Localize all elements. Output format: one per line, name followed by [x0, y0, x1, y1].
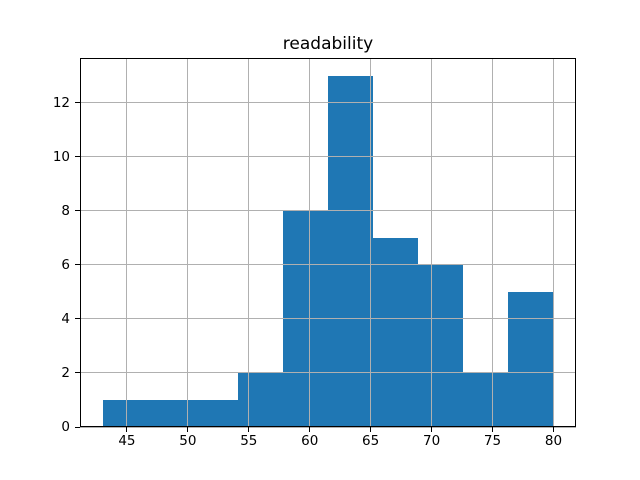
- x-axis-tick-label: 65: [362, 433, 380, 449]
- histogram-bar: [102, 399, 148, 427]
- x-axis-tick-label: 45: [118, 433, 136, 449]
- histogram-bar: [373, 237, 419, 427]
- histogram-bar: [237, 372, 283, 427]
- histogram-bar: [192, 399, 238, 427]
- histogram-bar: [147, 399, 193, 427]
- y-axis-tick: [75, 264, 80, 266]
- x-axis-tick: [552, 427, 554, 432]
- histogram-bar: [463, 372, 509, 427]
- y-axis-tick-label: 4: [61, 310, 70, 327]
- gridline-horizontal: [80, 210, 576, 212]
- x-axis-tick-label: 60: [301, 433, 319, 449]
- x-axis-tick: [248, 427, 250, 432]
- x-axis-tick: [370, 427, 372, 432]
- gridline-horizontal: [80, 372, 576, 374]
- histogram-bar: [418, 264, 464, 427]
- gridline-vertical: [248, 58, 250, 427]
- gridline-horizontal: [80, 264, 576, 266]
- y-axis-tick: [75, 426, 80, 428]
- gridline-vertical: [431, 58, 433, 427]
- y-axis-tick: [75, 102, 80, 104]
- x-axis-tick-label: 55: [240, 433, 258, 449]
- y-axis-tick: [75, 372, 80, 374]
- x-axis-tick: [431, 427, 433, 432]
- gridline-horizontal: [80, 318, 576, 320]
- grid-layer: [80, 58, 576, 428]
- plot-area-border: [80, 58, 576, 427]
- x-axis-tick: [187, 427, 189, 432]
- gridline-vertical: [552, 58, 554, 427]
- y-axis-tick-label: 8: [61, 202, 70, 219]
- gridline-vertical: [309, 58, 311, 427]
- y-axis-tick: [75, 318, 80, 320]
- x-axis-tick: [309, 427, 311, 432]
- y-axis-tick-label: 12: [52, 94, 70, 111]
- chart-title: readability: [282, 34, 374, 54]
- x-axis-tick: [492, 427, 494, 432]
- y-axis-tick: [75, 156, 80, 158]
- x-axis-tick-label: 70: [422, 433, 441, 449]
- y-axis-tick-label: 2: [61, 364, 70, 381]
- x-axis-tick-label: 80: [544, 433, 563, 449]
- y-axis-tick-label: 10: [52, 148, 70, 165]
- x-axis-tick: [126, 427, 128, 432]
- y-axis-tick-label: 6: [61, 256, 70, 273]
- gridline-vertical: [370, 58, 372, 427]
- y-axis-tick: [75, 210, 80, 212]
- x-axis-tick-label: 50: [179, 433, 197, 449]
- gridline-vertical: [126, 58, 128, 427]
- gridline-horizontal: [80, 426, 576, 428]
- y-axis-tick-label: 0: [61, 419, 70, 435]
- gridline-vertical: [492, 58, 494, 427]
- gridline-vertical: [187, 58, 189, 427]
- x-axis-tick-label: 75: [483, 433, 502, 449]
- gridline-horizontal: [80, 156, 576, 158]
- histogram-bar: [328, 75, 374, 427]
- gridline-horizontal: [80, 102, 576, 104]
- histogram-bar: [508, 291, 554, 427]
